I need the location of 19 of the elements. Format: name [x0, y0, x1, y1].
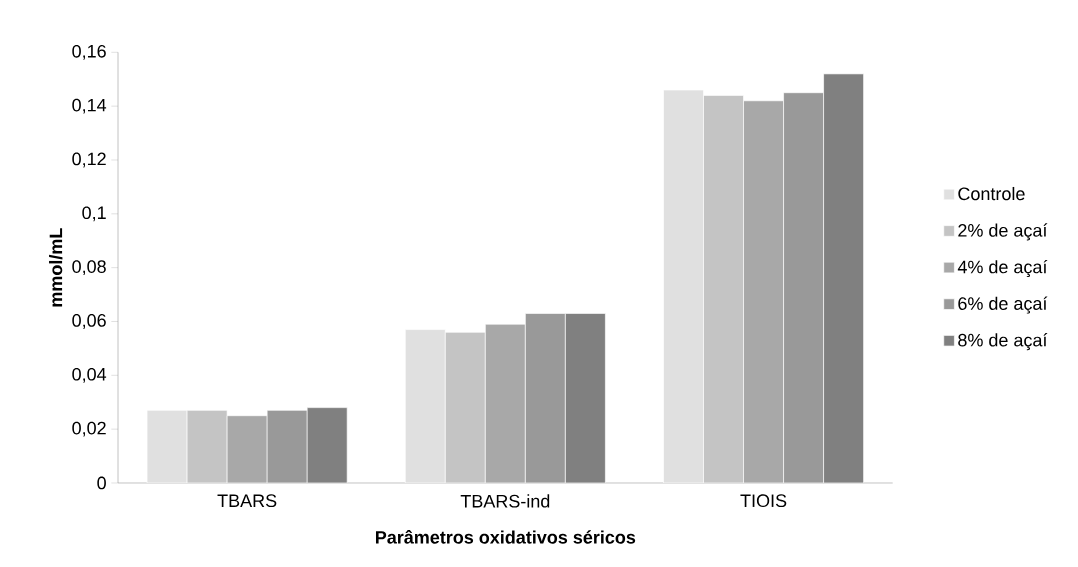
y-tick-label: 0,06	[72, 314, 106, 329]
x-tick-label: TIOIS	[740, 494, 787, 508]
y-tick-label: 0,1	[82, 206, 106, 222]
y-tick-label: 0,04	[72, 367, 107, 383]
legend-label: 2% de açaí	[958, 223, 1048, 241]
y-tick-label: 0	[97, 476, 106, 490]
legend-label: 8% de açaí	[958, 333, 1048, 351]
legend-label: 4% de açaí	[957, 259, 1048, 277]
y-tick-label: 0,12	[72, 152, 106, 168]
y-tick-label: 0,14	[72, 98, 107, 114]
y-tick-label: 0,16	[72, 44, 106, 60]
x-tick-label: TBARS	[217, 494, 277, 508]
y-axis-title: mmol/mL	[49, 228, 63, 307]
y-tick-label: 0,02	[72, 421, 106, 437]
legend-label: Controle	[958, 186, 1025, 201]
legend-label: 6% de açaí	[958, 296, 1048, 314]
y-tick-label: 0,08	[72, 260, 106, 276]
x-tick-label: TBARS-ind	[460, 494, 550, 508]
x-axis-title: Parâmetros oxidativos séricos	[375, 530, 636, 544]
